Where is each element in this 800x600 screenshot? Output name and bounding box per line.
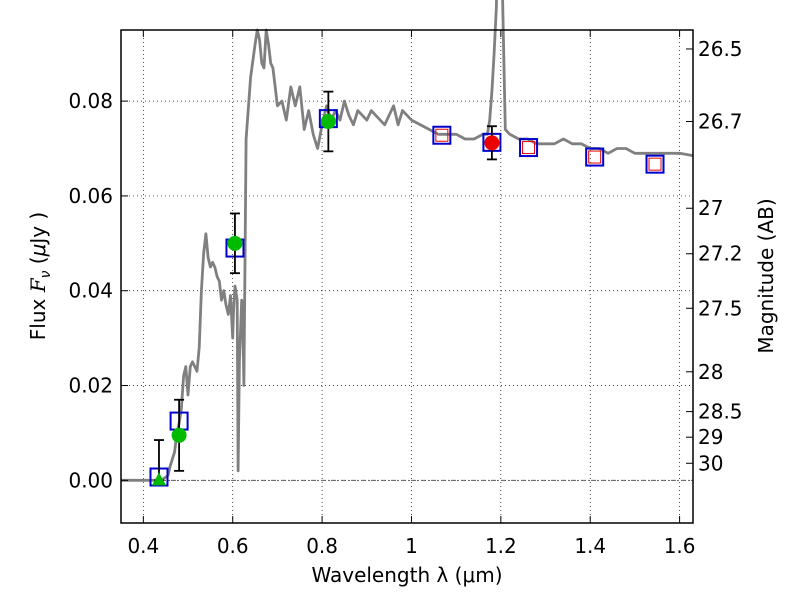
green-point-1 bbox=[227, 235, 243, 251]
grid bbox=[121, 30, 693, 523]
y-tick-label-1: 0.02 bbox=[68, 374, 113, 398]
small-square-2 bbox=[588, 150, 602, 164]
model-square-7 bbox=[585, 147, 605, 167]
y2-tick-label-7: 29 bbox=[698, 425, 723, 449]
green-point-0 bbox=[171, 427, 187, 443]
model-sed-line bbox=[121, 0, 694, 482]
y2-tick-label-0: 26.5 bbox=[698, 37, 743, 61]
x-tick-label-1: 0.6 bbox=[217, 534, 249, 558]
model-square-6 bbox=[519, 138, 539, 158]
y-tick-label-3: 0.06 bbox=[68, 184, 113, 208]
x-tick-label-3: 1 bbox=[405, 534, 418, 558]
y2-tick-label-1: 26.7 bbox=[698, 109, 743, 133]
small-square-3 bbox=[648, 157, 662, 171]
plot-frame bbox=[120, 29, 694, 524]
green-point-2 bbox=[320, 113, 336, 129]
y-label-mu: μ bbox=[26, 244, 50, 258]
y-tick-label-4: 0.08 bbox=[68, 89, 113, 113]
y2-tick-label-6: 28.5 bbox=[698, 400, 743, 424]
x-tick-label-6: 1.6 bbox=[664, 534, 696, 558]
y2-tick-label-4: 27.5 bbox=[698, 296, 743, 320]
y2-tick-label-5: 28 bbox=[698, 360, 723, 384]
y-label-prefix: Flux bbox=[26, 292, 50, 340]
x-tick-label-0: 0.4 bbox=[127, 534, 159, 558]
y-label-close: ) bbox=[26, 212, 50, 226]
y2-tick-label-2: 27 bbox=[698, 196, 723, 220]
x-tick-label-5: 1.4 bbox=[574, 534, 606, 558]
y-label-open: ( bbox=[26, 256, 50, 270]
y-axis-label: Flux Fν (μJy ) bbox=[26, 212, 54, 340]
y-tick-label-2: 0.04 bbox=[68, 279, 113, 303]
y2-tick-label-3: 27.2 bbox=[698, 242, 743, 266]
markers-group bbox=[149, 90, 665, 487]
y2-tick-label-8: 30 bbox=[698, 451, 723, 475]
model-square-4 bbox=[432, 125, 452, 145]
y-label-symbol: F bbox=[26, 277, 50, 293]
y-label-subscript: ν bbox=[38, 270, 54, 278]
model-sed-group bbox=[121, 0, 694, 482]
y-label-unit: Jy bbox=[26, 226, 50, 246]
y-tick-label-0: 0.00 bbox=[68, 468, 113, 492]
x-tick-label-4: 1.2 bbox=[485, 534, 517, 558]
green-triangle-0 bbox=[151, 472, 166, 486]
model-square-8 bbox=[645, 154, 665, 174]
small-square-1 bbox=[522, 141, 536, 155]
x-axis-label: Wavelength λ (μm) bbox=[311, 563, 502, 587]
y2-axis-label: Magnitude (AB) bbox=[754, 198, 778, 353]
small-square-0 bbox=[435, 128, 449, 142]
x-tick-label-2: 0.8 bbox=[306, 534, 338, 558]
red-point-0 bbox=[484, 135, 500, 151]
ticks-group: 0.4 0.6 0.8 1 1.2 1.4 1.6 0.00 0.02 0.04 0.06 0.08 2… bbox=[68, 30, 743, 558]
